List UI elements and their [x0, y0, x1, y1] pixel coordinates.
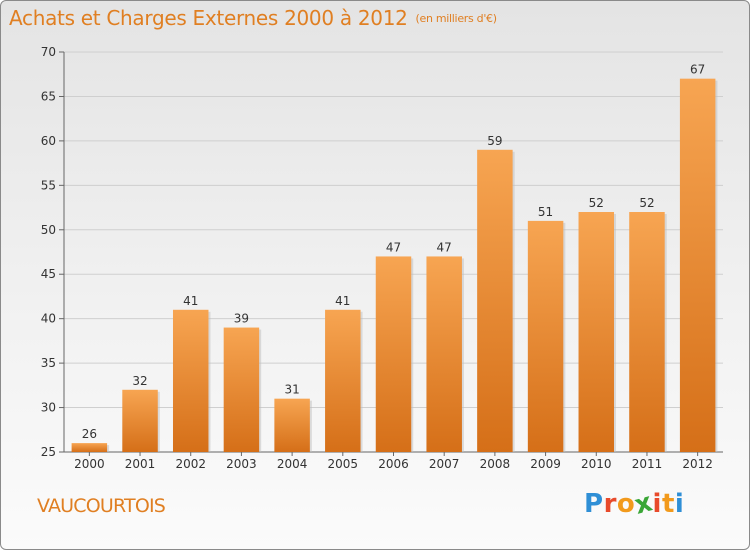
bar [172, 309, 209, 452]
logo-letter: t [661, 489, 675, 519]
data-label: 39 [234, 312, 249, 326]
bar [527, 220, 564, 452]
data-label: 31 [284, 383, 299, 397]
bar [325, 309, 361, 452]
bar [122, 389, 158, 452]
logo-letter: r [603, 489, 617, 519]
data-label: 59 [487, 134, 502, 148]
data-label: 41 [335, 294, 350, 308]
y-tick-label: 70 [41, 45, 56, 59]
x-tick-label: 2001 [125, 457, 156, 471]
x-tick-label: 2006 [378, 457, 409, 471]
x-tick-label: 2000 [74, 457, 105, 471]
x-tick-label: 2012 [682, 457, 713, 471]
data-label: 47 [386, 240, 401, 254]
bar [223, 327, 260, 452]
x-tick-label: 2004 [277, 457, 308, 471]
x-tick-label: 2011 [632, 457, 663, 471]
x-tick-label: 2003 [226, 457, 257, 471]
y-tick-label: 65 [41, 89, 56, 103]
x-tick-label: 2007 [429, 457, 460, 471]
bar [578, 212, 615, 452]
logo-letter: o [616, 489, 636, 519]
x-tick-label: 2002 [175, 457, 206, 471]
logo-letter: i [652, 489, 662, 519]
logo-letter: i [674, 489, 685, 519]
bar [679, 78, 716, 453]
y-tick-label: 30 [41, 401, 56, 415]
data-label: 51 [538, 205, 553, 219]
data-label: 41 [183, 294, 198, 308]
y-tick-label: 50 [41, 223, 56, 237]
bar [375, 256, 412, 452]
data-label: 52 [589, 196, 604, 210]
y-tick-label: 25 [41, 445, 56, 459]
bar [71, 443, 108, 452]
y-tick-label: 55 [41, 178, 56, 192]
data-label: 32 [132, 374, 147, 388]
x-tick-label: 2010 [581, 457, 612, 471]
data-label: 26 [82, 427, 97, 441]
bar [426, 256, 462, 452]
commune-name: VAUCOURTOIS [37, 495, 166, 517]
data-label: 67 [690, 63, 705, 77]
logo-letter: P [584, 489, 604, 519]
proxiti-logo: Proxiti [584, 487, 685, 520]
chart-title-text: Achats et Charges Externes 2000 à 2012 [9, 6, 408, 30]
bar [274, 398, 310, 452]
y-tick-label: 35 [41, 356, 56, 370]
chart-unit: (en milliers d'€) [415, 12, 497, 25]
data-label: 47 [437, 240, 452, 254]
chart-title: Achats et Charges Externes 2000 à 2012 (e… [9, 6, 497, 30]
y-tick-label: 40 [41, 312, 56, 326]
bar [477, 149, 513, 452]
x-tick-label: 2008 [480, 457, 511, 471]
bar [629, 212, 665, 452]
x-tick-label: 2005 [328, 457, 359, 471]
y-tick-label: 60 [41, 134, 56, 148]
data-label: 52 [639, 196, 654, 210]
x-tick-label: 2009 [530, 457, 561, 471]
y-tick-label: 45 [41, 267, 56, 281]
